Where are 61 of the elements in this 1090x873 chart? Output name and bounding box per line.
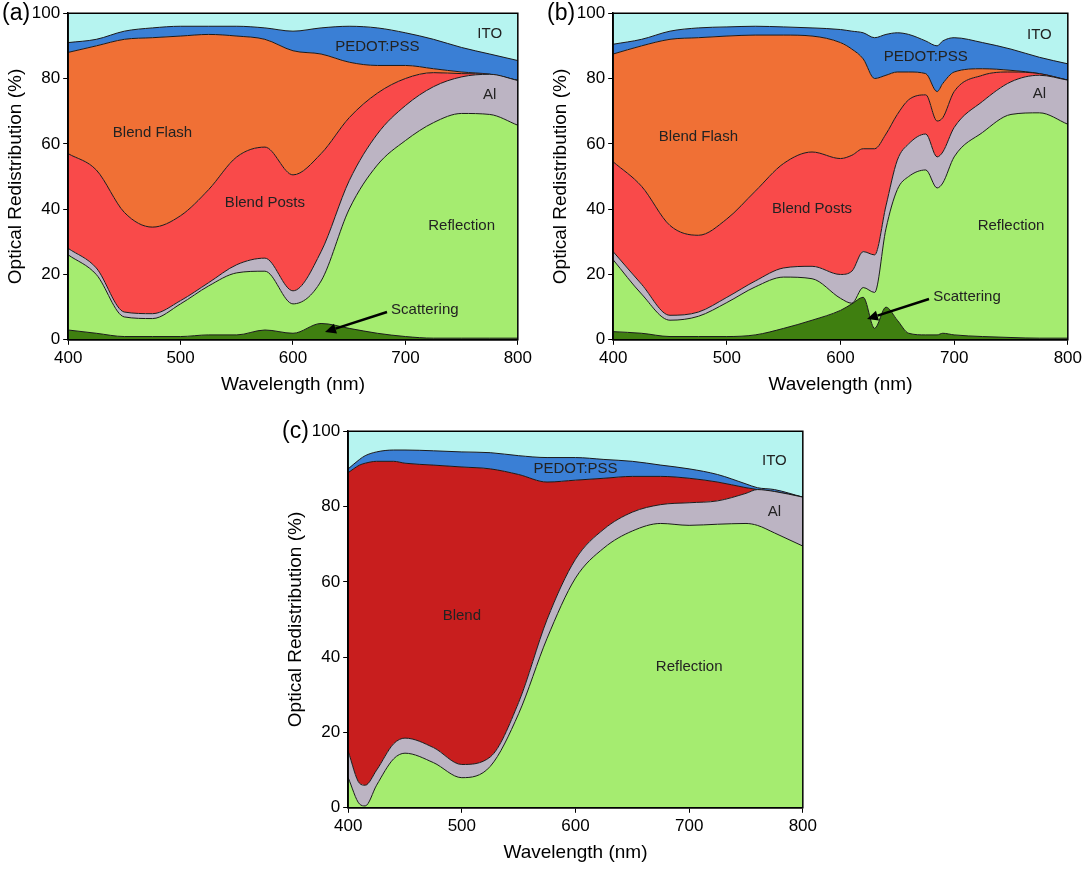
y-tick-label: 40: [586, 198, 606, 218]
y-tick-label: 100: [311, 420, 341, 440]
series-label: Al: [1032, 84, 1047, 102]
y-tick-label: 0: [330, 797, 341, 817]
series-label: Blend Flash: [112, 122, 193, 140]
y-tick-label: 80: [41, 68, 61, 88]
y-tick-label: 40: [41, 198, 61, 218]
chart-title: (b): [547, 0, 576, 25]
y-tick-label: 20: [321, 722, 341, 742]
series-label: Blend Posts: [224, 192, 305, 210]
x-tick-label: 400: [333, 815, 363, 835]
y-tick-label: 60: [586, 133, 606, 153]
x-tick-label: 500: [447, 815, 477, 835]
y-axis-title: Optical Redistribution (%): [283, 511, 305, 728]
series-label: Al: [483, 84, 497, 102]
series-label: PEDOT:PSS: [533, 459, 618, 476]
x-tick-label: 800: [788, 815, 818, 835]
series-label: Blend Flash: [658, 126, 739, 144]
x-tick-label: 700: [391, 347, 420, 367]
series-label: Reflection: [428, 215, 495, 233]
x-tick-label: 400: [53, 347, 83, 367]
y-tick-label: 80: [321, 496, 341, 516]
x-tick-label: 800: [1053, 347, 1083, 367]
series-label: ITO: [762, 450, 787, 468]
x-tick-label: 500: [166, 347, 195, 367]
y-tick-label: 100: [31, 2, 61, 22]
y-axis-title: Optical Redistribution (%): [548, 68, 570, 285]
x-axis-title: Wavelength (nm): [768, 372, 913, 394]
text: Scattering: [933, 286, 1001, 304]
series-label: Al: [767, 502, 782, 520]
y-axis-title: Optical Redistribution (%): [3, 68, 25, 285]
x-tick-label: 600: [278, 347, 308, 367]
y-tick-label: 80: [586, 68, 606, 88]
series-label: Reflection: [977, 216, 1045, 234]
x-tick-label: 600: [826, 347, 855, 367]
y-tick-label: 20: [586, 264, 606, 284]
x-axis-title: Wavelength (nm): [503, 840, 648, 862]
x-tick-label: 800: [503, 347, 533, 367]
y-tick-label: 40: [321, 646, 341, 666]
y-tick-label: 100: [576, 2, 606, 22]
x-tick-label: 700: [674, 815, 704, 835]
series-label: Reflection: [655, 656, 723, 674]
chart-title: (c): [282, 416, 309, 443]
y-tick-label: 60: [321, 571, 341, 591]
y-tick-label: 60: [41, 133, 61, 153]
x-tick-label: 600: [561, 815, 590, 835]
x-tick-label: 400: [598, 347, 628, 367]
series-label: Blend: [442, 605, 482, 623]
series-label: PEDOT:PSS: [335, 36, 420, 54]
x-tick-label: 700: [939, 347, 969, 367]
x-tick-label: 500: [712, 347, 742, 367]
x-axis-title: Wavelength (nm): [221, 372, 365, 394]
series-label: Blend Posts: [772, 199, 853, 217]
y-tick-label: 20: [41, 264, 61, 284]
series-label: PEDOT:PSS: [883, 47, 968, 65]
series-label: Scattering: [391, 299, 459, 317]
y-tick-label: 0: [50, 329, 61, 349]
series-label: ITO: [477, 23, 503, 41]
series-label: ITO: [1027, 25, 1052, 43]
y-tick-label: 0: [595, 329, 606, 349]
chart-title: (a): [2, 0, 31, 25]
